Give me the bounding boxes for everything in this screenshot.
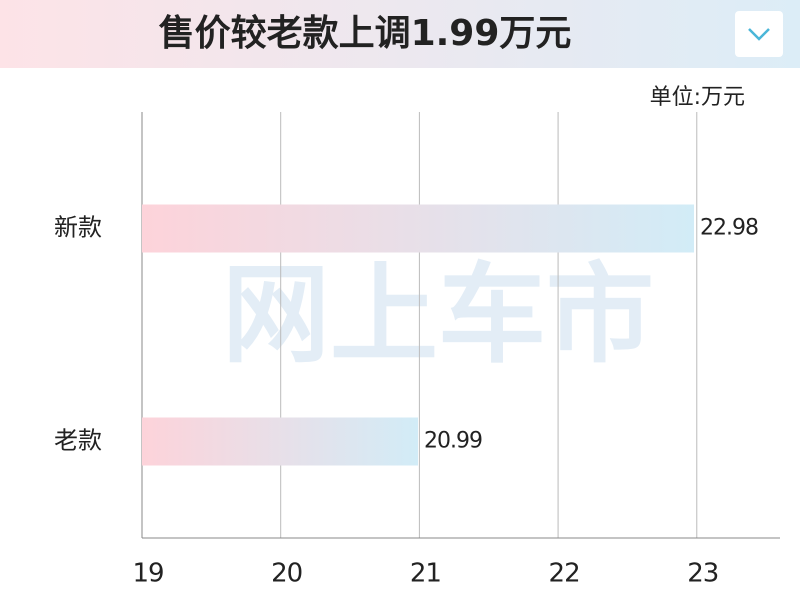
category-label: 老款 (54, 427, 102, 455)
bar (142, 417, 419, 466)
chevron[interactable] (748, 28, 770, 41)
unit-label: 单位:万元 (650, 85, 745, 110)
watermark: 网上车市 (222, 253, 654, 378)
x-tick-label: 22 (549, 559, 580, 589)
value-label: 22.98 (700, 216, 758, 241)
dropdown-button[interactable] (735, 11, 783, 57)
category-label: 新款 (54, 214, 102, 242)
x-tick-label: 21 (410, 559, 441, 589)
bar (142, 204, 695, 253)
chart-title: 售价较老款上调1.99万元 (159, 13, 572, 54)
dropdown-box[interactable] (735, 11, 783, 57)
title-band (0, 0, 800, 68)
x-tick-label: 19 (132, 559, 163, 589)
x-tick-label: 20 (271, 559, 302, 589)
x-tick-label: 23 (687, 559, 718, 589)
value-label: 20.99 (424, 429, 482, 454)
